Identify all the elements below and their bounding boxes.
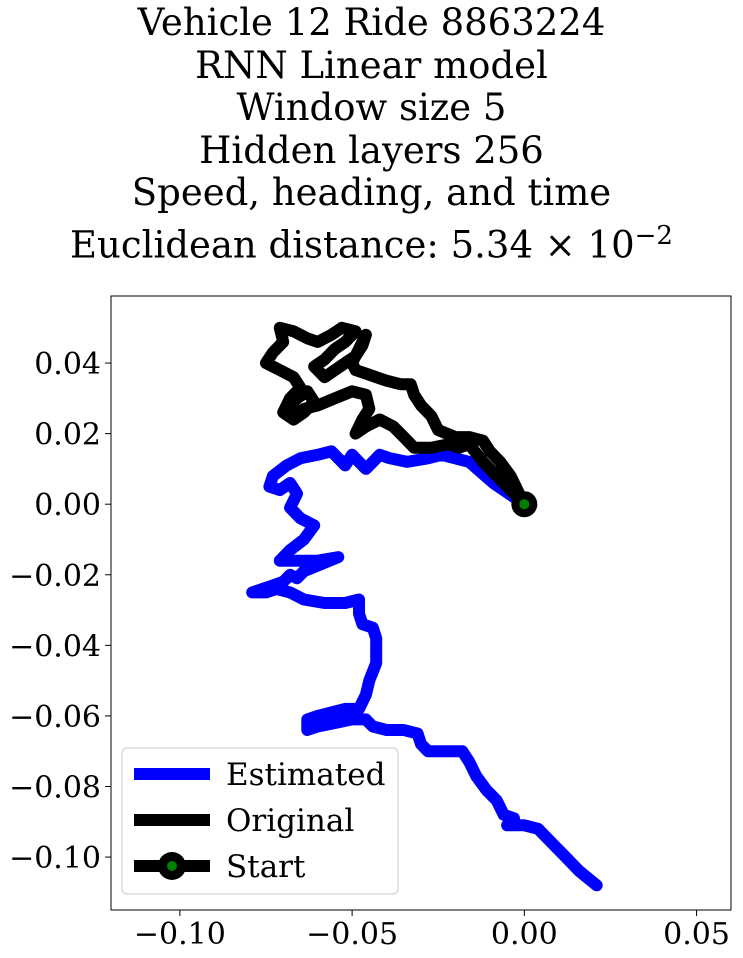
y-tick-label: −0.04 [9,629,101,664]
y-tick-label: 0.00 [34,488,101,523]
plot-frame [110,295,732,911]
title-line-5: Speed, heading, and time [131,171,612,214]
y-tick-label: −0.06 [9,700,101,735]
title-line-2: RNN Linear model [195,43,548,87]
axes-layer: −0.10 −0.05 0.00 0.05 0.04 0.02 0.00 −0.02 −0.04… [9,347,730,952]
series-estimated-line [246,445,603,892]
title-line-6: Euclidean distance: 5.34 × 10−2 [0,215,743,267]
series-layer [246,321,603,892]
legend-label-start: Start [226,849,306,885]
x-tick-label: −0.10 [134,917,226,952]
legend-box [121,747,399,895]
title-line-4: Hidden layers 256 [199,128,544,172]
chart-title: Vehicle 12 Ride 8863224 RNN Linear model… [0,1,743,267]
y-tick-label: −0.02 [9,559,101,594]
x-tick-label: 0.00 [491,917,558,952]
y-tick-label: −0.10 [9,841,101,876]
y-tick-label: −0.08 [9,770,101,805]
title-metric-exponent: −2 [634,220,673,251]
start-marker-center [519,499,530,510]
x-tick-label: −0.05 [306,917,398,952]
y-tick-label: 0.04 [34,347,101,382]
x-tick-label: 0.05 [663,917,730,952]
series-original-line [260,321,531,511]
legend-label-estimated: Estimated [226,757,385,793]
legend-label-original: Original [226,803,354,839]
y-tick-label: 0.02 [34,418,101,453]
title-line-3: Window size 5 [236,86,507,129]
legend: Estimated Original Start [121,747,399,895]
legend-start-marker-center [167,861,177,871]
title-line-1: Vehicle 12 Ride 8863224 [137,1,606,44]
title-metric: Euclidean distance: 5.34 × 10 [70,222,635,266]
